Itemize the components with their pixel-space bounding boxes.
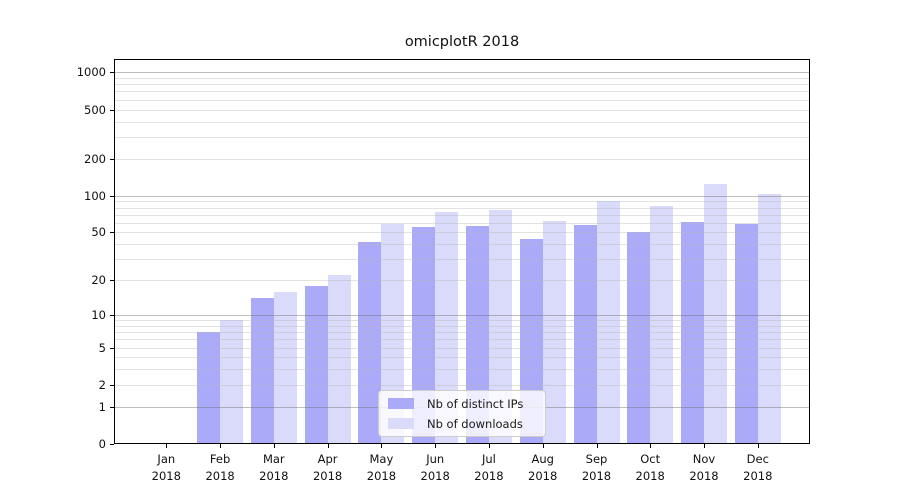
y-tick-label-50: 50 xyxy=(91,225,106,240)
bar-downloads-dec xyxy=(757,193,781,444)
bar-distinct-ips-oct xyxy=(627,232,651,444)
legend-swatch-distinct-ips-icon xyxy=(388,398,414,409)
x-tick-dec xyxy=(757,444,759,448)
x-tick-may xyxy=(381,444,383,448)
x-tick-mar xyxy=(273,444,275,448)
x-tick-sep xyxy=(596,444,598,448)
x-tick-label-jul: Jul 2018 xyxy=(474,452,504,483)
legend-row-downloads: Nb of downloads xyxy=(379,415,545,432)
y-tick-1 xyxy=(110,406,114,408)
x-tick-label-apr: Apr 2018 xyxy=(312,452,343,483)
y-tick-label-1: 1 xyxy=(98,399,106,414)
x-tick-jul xyxy=(488,444,490,448)
y-tick-label-200: 200 xyxy=(84,151,106,166)
y-tick-label-20: 20 xyxy=(91,273,106,288)
bar-downloads-apr xyxy=(327,275,351,444)
bar-distinct-ips-feb xyxy=(197,332,221,444)
chart-legend: Nb of distinct IPs Nb of downloads xyxy=(378,390,546,437)
legend-swatch-downloads-icon xyxy=(388,418,414,429)
bar-downloads-jun xyxy=(435,211,459,444)
bar-distinct-ips-mar xyxy=(250,298,274,444)
y-tick-200 xyxy=(110,158,114,160)
y-tick-2 xyxy=(110,384,114,386)
x-tick-apr xyxy=(327,444,329,448)
x-tick-label-aug: Aug 2018 xyxy=(528,452,558,483)
bar-downloads-may xyxy=(381,223,405,444)
bar-distinct-ips-jul xyxy=(465,225,489,444)
y-tick-5 xyxy=(110,347,114,349)
x-tick-aug xyxy=(542,444,544,448)
bar-distinct-ips-dec xyxy=(734,223,758,444)
x-tick-oct xyxy=(650,444,652,448)
y-tick-50 xyxy=(110,232,114,234)
y-tick-label-100: 100 xyxy=(84,188,106,203)
y-tick-label-500: 500 xyxy=(84,102,106,117)
y-tick-1000 xyxy=(110,72,114,74)
legend-label-downloads: Nb of downloads xyxy=(427,416,523,431)
bars-layer xyxy=(114,59,810,444)
x-tick-jun xyxy=(435,444,437,448)
y-tick-label-2: 2 xyxy=(98,377,106,392)
plot-area: Nb of distinct IPs Nb of downloads xyxy=(114,59,810,444)
x-tick-label-feb: Feb 2018 xyxy=(205,452,235,483)
bar-distinct-ips-jun xyxy=(412,227,436,444)
x-tick-label-oct: Oct 2018 xyxy=(635,452,665,483)
bar-downloads-feb xyxy=(220,320,244,444)
bar-downloads-oct xyxy=(650,206,674,444)
bar-distinct-ips-nov xyxy=(681,221,704,444)
x-tick-label-jan: Jan 2018 xyxy=(151,452,181,483)
legend-label-distinct-ips: Nb of distinct IPs xyxy=(427,396,524,411)
y-tick-500 xyxy=(110,109,114,111)
x-tick-nov xyxy=(704,444,705,448)
bar-downloads-aug xyxy=(542,221,566,444)
legend-row-distinct-ips: Nb of distinct IPs xyxy=(379,395,545,412)
bar-distinct-ips-may xyxy=(358,241,382,444)
bar-distinct-ips-apr xyxy=(304,285,328,444)
bar-distinct-ips-sep xyxy=(573,224,597,444)
y-tick-label-0: 0 xyxy=(98,437,106,451)
y-tick-20 xyxy=(110,280,114,282)
y-tick-label-5: 5 xyxy=(98,340,106,355)
x-tick-label-may: May 2018 xyxy=(366,452,397,483)
y-tick-label-1000: 1000 xyxy=(76,65,106,80)
x-tick-label-sep: Sep 2018 xyxy=(581,452,612,483)
x-tick-label-jun: Jun 2018 xyxy=(420,452,450,483)
bar-downloads-mar xyxy=(273,291,297,444)
x-tick-label-nov: Nov 2018 xyxy=(689,452,719,483)
y-tick-100 xyxy=(110,195,114,197)
y-tick-0 xyxy=(110,444,114,445)
bar-downloads-jul xyxy=(488,210,512,444)
x-tick-label-mar: Mar 2018 xyxy=(259,452,289,483)
x-tick-jan xyxy=(166,444,168,448)
chart-title: omicplotR 2018 xyxy=(404,34,520,50)
x-tick-label-dec: Dec 2018 xyxy=(743,452,773,483)
y-tick-10 xyxy=(110,315,114,316)
bar-downloads-sep xyxy=(596,200,620,444)
x-tick-feb xyxy=(220,444,222,448)
y-tick-label-10: 10 xyxy=(91,308,106,322)
bar-downloads-nov xyxy=(704,184,727,444)
